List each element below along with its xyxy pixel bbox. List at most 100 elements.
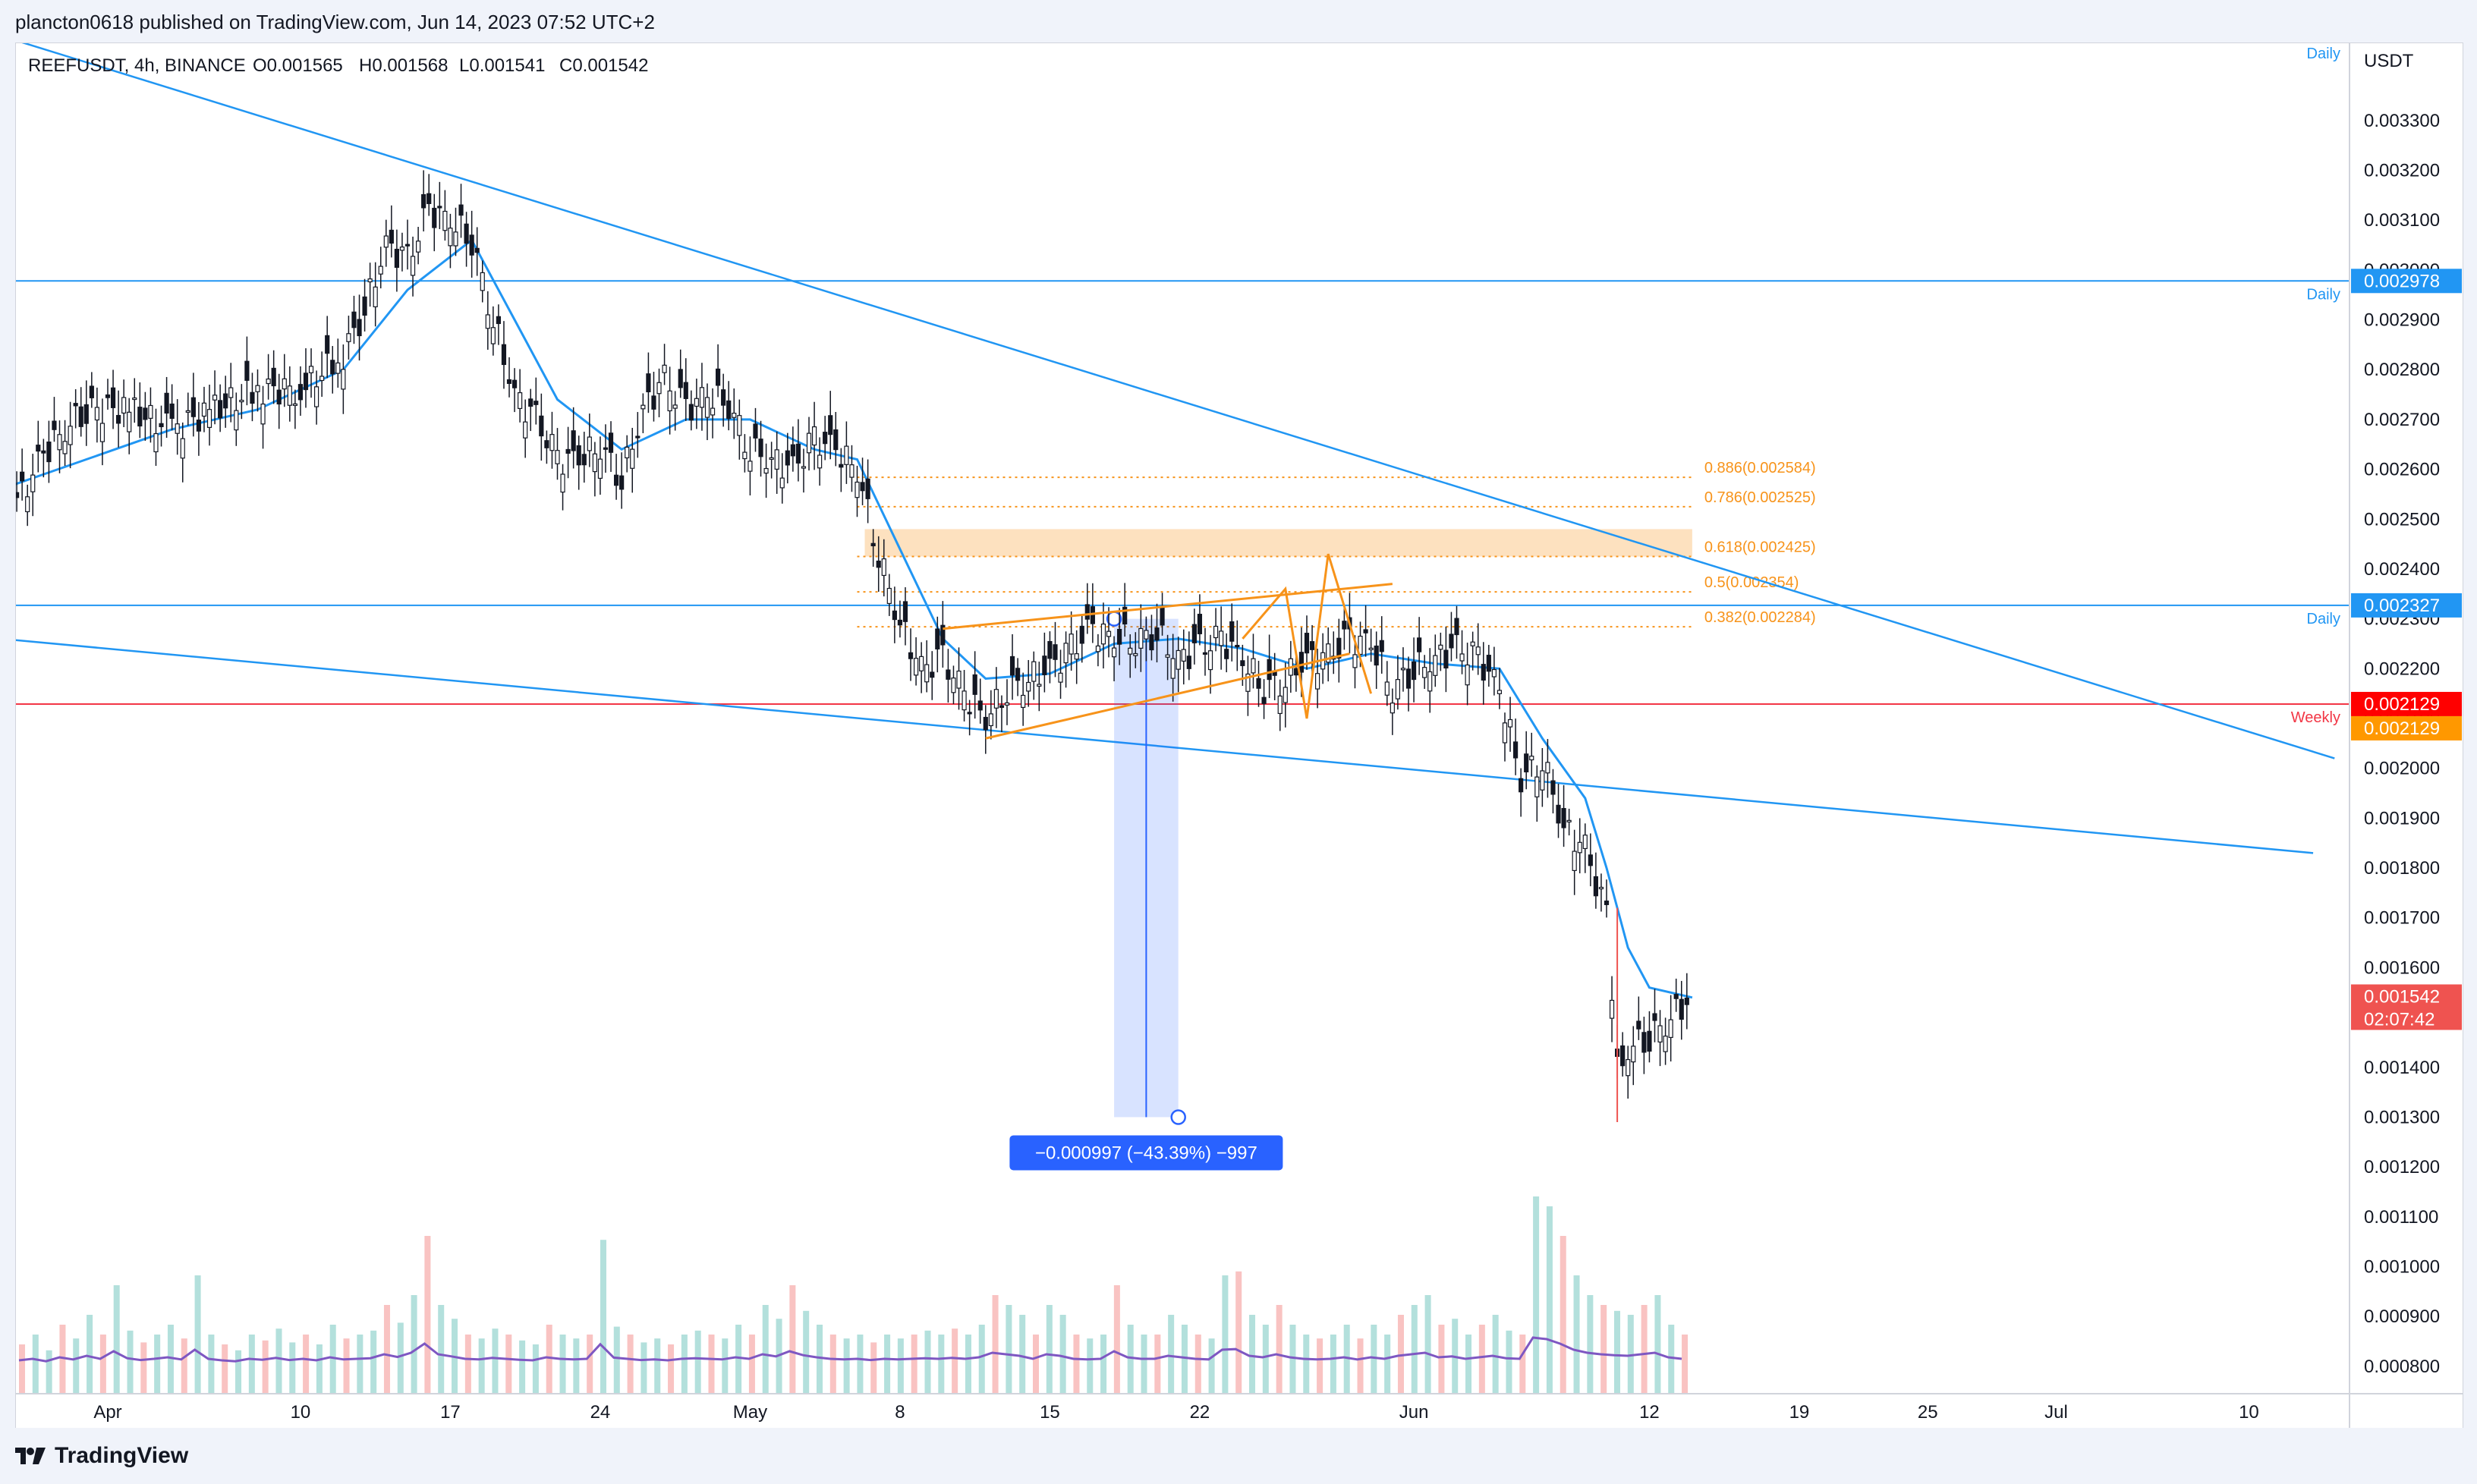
candle-down: [464, 223, 469, 244]
volume-bar: [1492, 1315, 1499, 1394]
volume-bar: [316, 1344, 323, 1394]
candle-up: [769, 457, 774, 460]
candle-down: [753, 423, 758, 439]
volume-bar: [370, 1330, 377, 1394]
candle-down: [1256, 678, 1261, 689]
candle-down: [196, 420, 202, 432]
legend-low: L0.001541: [459, 55, 545, 76]
volume-bar: [1465, 1335, 1472, 1394]
volume-bar: [694, 1330, 701, 1394]
candle-down: [839, 464, 844, 468]
volume-bar: [1303, 1335, 1310, 1394]
measure-tool[interactable]: −0.000997 (−43.39%) −997: [1009, 611, 1283, 1171]
volume-bar: [1357, 1338, 1364, 1394]
candle-up: [132, 397, 137, 401]
candle-up: [206, 409, 212, 428]
candle-up: [346, 333, 351, 342]
volume-bar: [383, 1305, 390, 1394]
candle-down: [1684, 997, 1689, 1005]
time-tick-label: Jun: [1399, 1402, 1429, 1423]
candle-down: [496, 316, 502, 325]
candle-up: [1144, 630, 1149, 640]
level-tag: Daily: [2307, 611, 2340, 627]
candle-up: [1582, 835, 1588, 850]
volume-bar: [1343, 1325, 1350, 1394]
price-badge-label: 0.002129: [2364, 694, 2440, 715]
candle-up: [763, 467, 769, 474]
price-badge-bg: [2351, 691, 2462, 716]
price-chart[interactable]: Daily Daily Weekly 0.886(0.002584) 0.786(0.…: [0, 34, 2463, 1429]
time-tick-label: 8: [895, 1402, 905, 1423]
candle-up: [490, 327, 496, 344]
candle-up: [1390, 703, 1395, 714]
candle-up: [1207, 650, 1213, 671]
candle-down: [651, 395, 656, 410]
candle-up: [148, 404, 153, 419]
price-tick-label: 0.001000: [2364, 1257, 2440, 1278]
candle-up: [287, 385, 292, 406]
candle-up: [1497, 690, 1503, 694]
candle-down: [1342, 621, 1347, 630]
fib-retracement[interactable]: 0.886(0.002584) 0.786(0.002525) 0.618(0.00…: [857, 460, 1816, 628]
volume-bar: [762, 1305, 769, 1394]
candle-up: [399, 246, 405, 251]
candle-up: [1631, 1045, 1636, 1063]
candle-down: [1593, 876, 1598, 897]
candle-up: [1545, 762, 1550, 774]
candle-up: [1283, 687, 1288, 703]
volume-bar: [816, 1325, 823, 1394]
price-badge-bg: [2351, 984, 2462, 1030]
price-badge-label: 0.002129: [2364, 718, 2440, 739]
candle-down: [501, 344, 507, 366]
volume-bar: [965, 1335, 971, 1394]
candle-up: [1133, 652, 1138, 656]
candle-up: [924, 664, 930, 683]
volume-bar: [1168, 1315, 1175, 1394]
volume-bar: [1141, 1335, 1147, 1394]
candle-down: [474, 247, 480, 253]
candle-up: [1181, 649, 1186, 662]
candle-up: [367, 278, 373, 283]
level-tag: Weekly: [2291, 709, 2340, 726]
candle-up: [1433, 655, 1438, 676]
candle-up: [480, 272, 485, 291]
volume-bar: [329, 1325, 336, 1394]
price-tick-label: 0.000900: [2364, 1306, 2440, 1327]
volume-bar: [1330, 1335, 1336, 1394]
candle-down: [1191, 624, 1197, 643]
trendlines[interactable]: [0, 34, 2335, 854]
candle-up: [1004, 702, 1010, 706]
time-axis[interactable]: Apr 10 17 24 May 8 15 22 Jun 12 19 25 Jul 10: [16, 1393, 2463, 1423]
candle-up: [292, 403, 297, 406]
volume-bar: [357, 1335, 364, 1394]
wedge-pattern[interactable]: [943, 553, 1393, 740]
candle-up: [855, 481, 860, 498]
candle-up: [1438, 644, 1443, 650]
candle-up: [919, 656, 924, 671]
volume-bar: [478, 1338, 485, 1394]
volume-bar: [843, 1338, 850, 1394]
candle-down: [1149, 634, 1154, 651]
candle-up: [1566, 819, 1572, 822]
candle-up: [699, 387, 705, 408]
chart-panel[interactable]: Daily Daily Weekly 0.886(0.002584) 0.786(0.…: [0, 34, 2463, 1429]
candle-down: [977, 700, 983, 711]
candle-down: [1079, 625, 1084, 644]
candle-down: [892, 610, 897, 621]
tradingview-logo[interactable]: TradingView: [14, 1443, 188, 1469]
volume-bar: [1371, 1325, 1377, 1394]
fib-zone: [864, 529, 1692, 557]
candle-down: [1481, 664, 1486, 681]
volume-bar: [668, 1344, 675, 1394]
volume-bar: [1100, 1335, 1107, 1394]
candle-up: [121, 397, 127, 414]
price-tick-label: 0.001800: [2364, 858, 2440, 879]
volume-bar: [1059, 1315, 1066, 1394]
volume-bar: [1181, 1325, 1188, 1394]
candle-down: [1417, 637, 1422, 652]
candle-up: [1491, 668, 1497, 678]
volume-bar: [1397, 1315, 1404, 1394]
candle-down: [1556, 804, 1561, 824]
measure-handle-end: [1170, 1109, 1186, 1125]
price-axis[interactable]: 0.0033000.0032000.0031000.0030000.002900…: [2349, 43, 2462, 1429]
